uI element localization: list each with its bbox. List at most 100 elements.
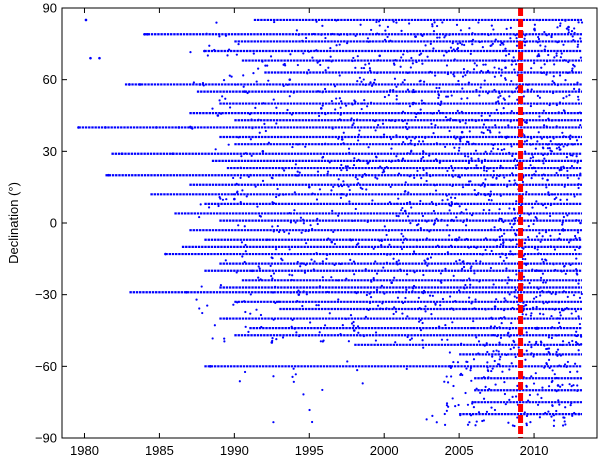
- observation-point: [501, 370, 504, 373]
- observation-point: [496, 335, 499, 338]
- observation-point: [340, 138, 344, 141]
- observation-point: [578, 296, 582, 299]
- observation-point: [352, 329, 356, 332]
- observation-point: [249, 173, 252, 177]
- observation-point: [342, 142, 345, 145]
- observation-point: [565, 306, 568, 310]
- observation-point: [278, 230, 281, 234]
- observation-point: [577, 21, 580, 24]
- observation-point: [504, 66, 507, 70]
- observation-point: [347, 185, 350, 188]
- observation-point: [525, 313, 528, 316]
- observation-point: [328, 161, 331, 164]
- observation-point: [208, 44, 211, 47]
- observation-point: [566, 176, 569, 179]
- observation-point: [543, 63, 546, 66]
- observation-point: [577, 349, 580, 352]
- observation-point: [104, 126, 107, 129]
- observation-point: [293, 209, 296, 212]
- observation-point: [553, 63, 556, 66]
- observation-point: [368, 292, 371, 295]
- observation-point: [346, 360, 349, 363]
- observation-point: [261, 60, 264, 63]
- observation-point: [221, 198, 225, 201]
- observation-point: [317, 60, 321, 63]
- observation-point: [516, 384, 519, 387]
- observation-point: [367, 146, 370, 149]
- observation-point: [551, 326, 554, 329]
- observation-point: [461, 373, 464, 377]
- observation-point: [422, 168, 425, 172]
- observation-point: [351, 59, 354, 63]
- observation-point: [540, 71, 544, 75]
- observation-point: [351, 123, 354, 127]
- observation-point: [385, 307, 388, 310]
- observation-point: [537, 37, 541, 41]
- observation-point: [376, 177, 379, 180]
- observation-point: [375, 71, 379, 75]
- observation-point: [422, 102, 425, 105]
- observation-point: [371, 40, 374, 43]
- observation-point: [340, 169, 343, 172]
- observation-point: [441, 297, 445, 301]
- observation-point: [557, 111, 560, 114]
- observation-point: [500, 112, 503, 115]
- observation-point: [397, 172, 401, 175]
- observation-point: [544, 231, 548, 234]
- observation-point: [572, 294, 576, 297]
- observation-point: [452, 360, 455, 364]
- observation-point: [502, 241, 505, 245]
- observation-point: [476, 166, 479, 170]
- observation-point: [365, 293, 368, 297]
- observation-point: [577, 98, 580, 101]
- observation-point: [340, 185, 344, 188]
- observation-point: [275, 338, 278, 341]
- observation-point: [577, 315, 580, 318]
- observation-point: [450, 201, 453, 204]
- observation-point: [366, 37, 370, 40]
- observation-point: [294, 221, 297, 224]
- observation-point: [318, 114, 321, 118]
- observation-point: [531, 153, 534, 156]
- observation-point: [337, 185, 340, 188]
- observation-point: [498, 363, 501, 366]
- observation-point: [424, 305, 427, 308]
- observation-point: [513, 290, 516, 294]
- observation-point: [546, 136, 549, 139]
- observation-point: [349, 314, 353, 317]
- observation-point: [547, 358, 551, 361]
- observation-point: [360, 80, 363, 83]
- observation-point: [357, 242, 360, 245]
- observation-point: [376, 59, 380, 62]
- observation-point: [483, 169, 486, 172]
- observation-point: [469, 283, 472, 286]
- observation-point: [552, 424, 556, 427]
- observation-point: [508, 95, 511, 98]
- observation-point: [402, 141, 405, 144]
- observation-point: [493, 305, 497, 308]
- observation-point: [383, 292, 386, 295]
- observation-point: [430, 200, 433, 204]
- observation-point: [579, 172, 582, 175]
- observation-point: [475, 246, 478, 249]
- observation-point: [578, 236, 581, 240]
- observation-point: [558, 237, 561, 240]
- observation-point: [495, 176, 498, 180]
- observation-point: [366, 220, 369, 224]
- observation-point: [367, 308, 370, 312]
- observation-point: [483, 158, 487, 161]
- observation-point: [459, 29, 463, 32]
- observation-point: [538, 269, 542, 272]
- observation-point: [504, 253, 507, 257]
- observation-point: [499, 164, 502, 167]
- observation-point: [275, 195, 278, 199]
- observation-point: [558, 403, 561, 406]
- observation-point: [383, 95, 386, 99]
- observation-point: [294, 174, 297, 177]
- observation-point: [573, 31, 576, 35]
- observation-point: [467, 180, 471, 183]
- observation-point: [405, 367, 408, 371]
- observation-point: [571, 143, 574, 146]
- observation-point: [382, 168, 385, 172]
- observation-point: [524, 121, 527, 124]
